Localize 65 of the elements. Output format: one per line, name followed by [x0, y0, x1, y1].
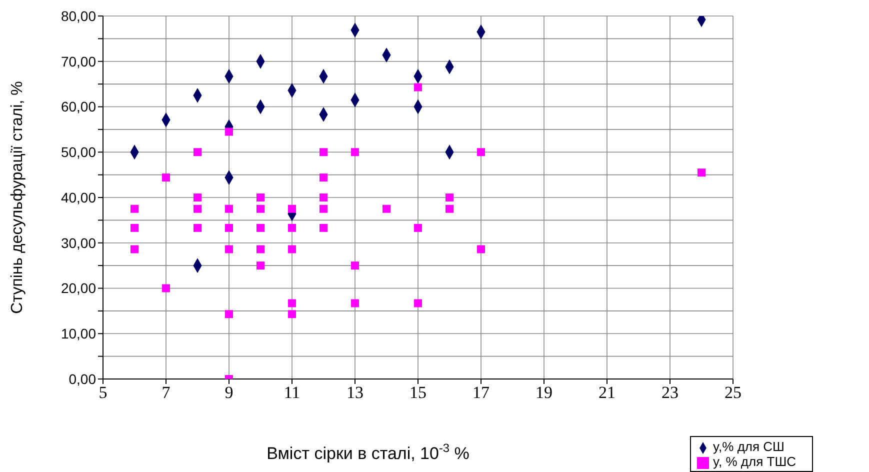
x-tick-label: 25	[724, 383, 742, 402]
point	[477, 148, 485, 156]
point	[320, 174, 328, 182]
point	[256, 194, 264, 202]
point	[194, 224, 202, 232]
x-tick-label: 17	[472, 383, 490, 402]
point	[194, 204, 202, 213]
y-tick-label: 10,00	[60, 326, 96, 342]
point	[351, 262, 359, 270]
x-axis-title: Вміст сірки в сталі, 10$^{-3}$ %	[266, 441, 470, 463]
point	[256, 245, 264, 254]
point	[288, 245, 296, 254]
point	[414, 83, 422, 92]
point	[225, 204, 233, 213]
point	[288, 310, 296, 318]
point	[351, 148, 359, 156]
point	[256, 262, 264, 270]
x-tick-label: 19	[536, 383, 552, 402]
point	[256, 224, 264, 232]
point	[320, 224, 328, 232]
y-tick-label: 60,00	[60, 98, 96, 115]
point	[414, 224, 422, 232]
point	[162, 284, 170, 292]
point	[288, 299, 296, 308]
point	[130, 204, 138, 213]
x-tick-label: 23	[662, 383, 678, 402]
point	[446, 194, 454, 202]
point	[351, 299, 359, 308]
x-tick-label: 13	[346, 383, 364, 402]
point	[225, 224, 233, 232]
x-tick-label: 9	[224, 383, 234, 402]
point	[446, 204, 454, 213]
point	[225, 128, 233, 136]
point	[130, 245, 138, 254]
point	[414, 299, 422, 308]
y-tick-label: 40,00	[60, 189, 96, 206]
x-tick-label: 5	[98, 383, 108, 402]
y-tick-label: 70,00	[60, 53, 96, 70]
y-axis-title: Ступінь десульфурації сталі, %	[9, 81, 26, 314]
y-tick-label: 30,00	[60, 234, 96, 251]
x-tick-label: 7	[162, 383, 171, 402]
point	[382, 204, 390, 213]
point	[194, 148, 202, 156]
point	[130, 224, 138, 232]
point	[477, 245, 485, 254]
point	[698, 168, 706, 177]
point	[320, 194, 328, 202]
legend-label: y,% для СШ	[713, 439, 784, 454]
point	[225, 245, 233, 254]
point	[288, 204, 296, 213]
x-tick-label: 21	[598, 383, 616, 402]
point	[225, 310, 233, 318]
y-tick-label: 20,00	[60, 280, 96, 296]
y-tick-label: 80,00	[60, 8, 96, 24]
y-tick-label: 50,00	[60, 144, 96, 160]
point	[162, 174, 170, 182]
point	[320, 204, 328, 213]
point	[288, 224, 296, 232]
y-tick-label: 0,00	[68, 370, 96, 387]
point	[320, 148, 328, 156]
x-tick-label: 15	[410, 383, 426, 402]
x-tick-label: 11	[284, 383, 300, 402]
point	[256, 204, 264, 213]
legend-label: y, % для ТШС	[713, 454, 796, 469]
point	[194, 194, 202, 202]
